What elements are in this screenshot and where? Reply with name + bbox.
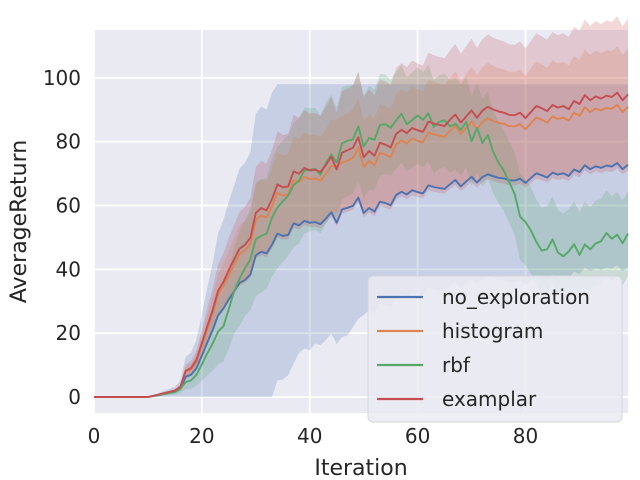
y-axis-label: AverageReturn: [7, 140, 32, 303]
y-tick-label: 0: [68, 385, 81, 409]
y-tick-label: 20: [56, 321, 81, 345]
y-tick-label: 40: [56, 257, 81, 281]
x-axis-label: Iteration: [314, 456, 407, 480]
y-tick-label: 100: [43, 66, 81, 90]
tick-labels: 0 20 40 60 80 0 20 40 60 80 100: [43, 66, 538, 448]
series-line-examplar: [94, 91, 629, 398]
y-tick-label: 80: [56, 130, 81, 154]
legend-label-no_exploration: no_exploration: [442, 285, 590, 309]
legend: no_exploration histogram rbf examplar: [367, 275, 623, 423]
legend-label-rbf: rbf: [442, 353, 471, 377]
x-tick-label: 0: [88, 424, 101, 448]
x-tick-label: 80: [513, 424, 538, 448]
band-no_exploration: [94, 84, 628, 398]
legend-label-histogram: histogram: [442, 319, 543, 343]
legend-label-examplar: examplar: [442, 387, 537, 411]
legend-box: [367, 275, 623, 423]
x-tick-label: 60: [405, 424, 430, 448]
x-tick-label: 20: [189, 424, 214, 448]
x-tick-label: 40: [297, 424, 322, 448]
grid-lines: [93, 30, 628, 413]
band-histogram: [94, 46, 628, 398]
series-line-no_exploration: [94, 162, 629, 398]
series-lines: [94, 91, 629, 398]
series-line-rbf: [94, 112, 629, 398]
y-tick-label: 60: [56, 194, 81, 218]
